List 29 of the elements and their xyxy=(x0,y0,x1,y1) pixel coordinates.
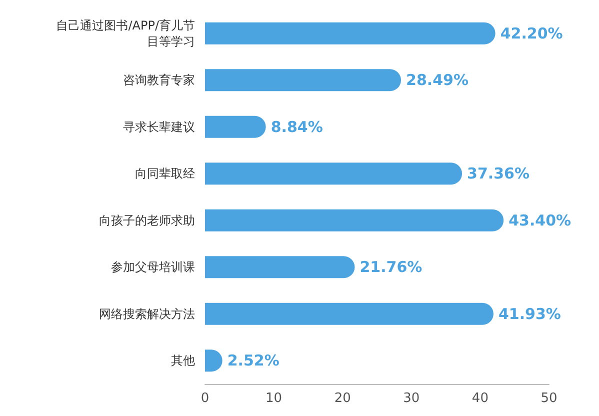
x-tick-label: 10 xyxy=(266,391,282,406)
x-tick-label: 50 xyxy=(540,391,558,406)
bar xyxy=(205,69,402,92)
bar xyxy=(205,256,355,278)
y-tick-label: 自己通过图书/APP/育儿节目等学习 xyxy=(56,18,195,48)
x-tick-label: 20 xyxy=(334,391,351,406)
y-tick-label: 参加父母培训课 xyxy=(111,260,195,274)
y-tick-label: 寻求长辈建议 xyxy=(123,120,195,134)
y-tick-label: 向孩子的老师求助 xyxy=(99,213,195,228)
data-label: 2.52% xyxy=(227,352,280,370)
x-tick-label: 0 xyxy=(200,391,210,406)
y-tick-label: 网络搜索解决方法 xyxy=(99,306,195,321)
bar xyxy=(205,209,504,232)
bar xyxy=(205,302,494,325)
data-label: 37.36% xyxy=(467,164,530,183)
data-label: 21.76% xyxy=(360,258,422,276)
data-label: 42.20% xyxy=(500,24,563,42)
bar xyxy=(205,162,462,185)
bar xyxy=(205,116,266,138)
data-label: 8.84% xyxy=(270,118,323,136)
data-label: 28.49% xyxy=(406,71,468,90)
y-tick-label: 其他 xyxy=(171,354,195,368)
y-tick-label: 咨询教育专家 xyxy=(123,73,195,88)
x-tick-label: 30 xyxy=(403,391,420,406)
y-tick-label: 向同辈取经 xyxy=(135,166,195,181)
data-label: 41.93% xyxy=(498,304,561,323)
data-label: 43.40% xyxy=(508,211,572,230)
bar xyxy=(205,22,496,44)
x-tick-label: 40 xyxy=(472,391,488,406)
